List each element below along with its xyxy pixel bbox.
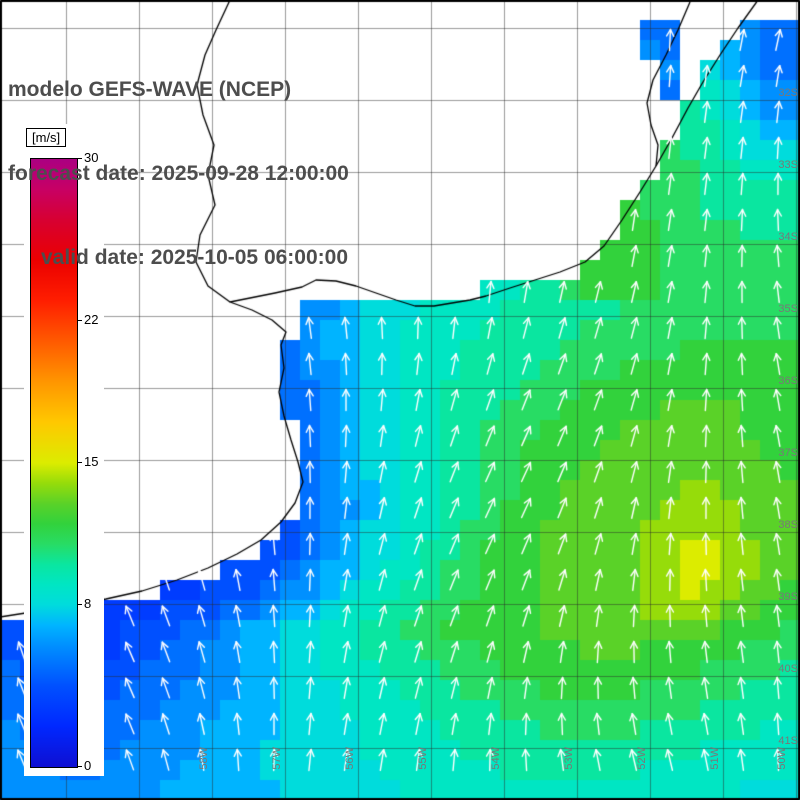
colorbar-tick-mark [77,604,82,605]
colorbar-tick-mark [77,320,82,321]
valid-date: valid date: 2025-10-05 06:00:00 [41,246,349,269]
colorbar-unit-label: [m/s] [26,128,67,147]
colorbar-tick-label: 8 [84,596,92,611]
colorbar-tick-label: 22 [84,312,99,327]
colorbar-tick-label: 30 [84,150,99,165]
colorbar: [m/s] 30 22 15 8 0 [24,124,104,776]
map-title-block: modelo GEFS-WAVE (NCEP) forecast date: 2… [8,20,349,328]
colorbar-tick-label: 0 [84,758,92,773]
colorbar-tick-mark [77,462,82,463]
colorbar-tick-mark [77,158,82,159]
forecast-date: forecast date: 2025-09-28 12:00:00 [8,162,349,185]
colorbar-tick-label: 15 [84,454,99,469]
colorbar-tick-mark [77,766,82,767]
colorbar-gradient [30,158,78,768]
model-title: modelo GEFS-WAVE (NCEP) [8,78,292,101]
